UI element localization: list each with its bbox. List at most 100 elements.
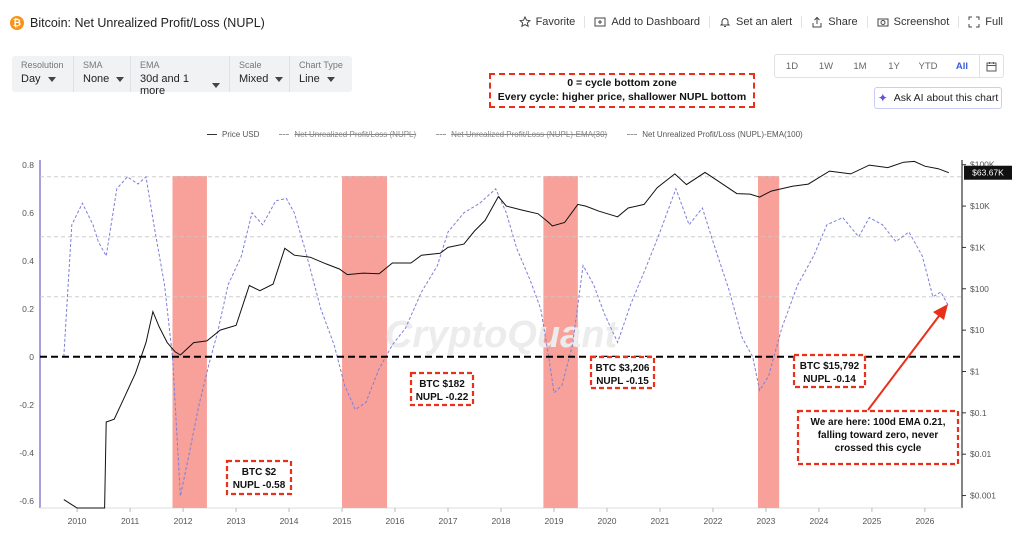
right-tick-label: $0.1 [970, 408, 987, 418]
right-tick-label: $1K [970, 242, 985, 252]
x-tick-label: 2024 [809, 516, 828, 526]
right-tick-label: $100 [970, 284, 989, 294]
chart-legend: Price USD Net Unrealized Profit/Loss (NU… [207, 130, 803, 139]
chevron-down-icon [47, 76, 56, 82]
x-tick-label: 2011 [121, 516, 140, 526]
left-tick-label: -0.4 [19, 448, 34, 458]
set-alert-button[interactable]: Set an alert [708, 16, 801, 28]
left-tick-label: 0.6 [22, 208, 34, 218]
legend-label-price: Price USD [222, 130, 260, 139]
annotation-we-are-here [796, 409, 960, 466]
annotation-2022 [792, 353, 867, 389]
right-tick-label: $1 [970, 366, 980, 376]
left-tick-label: -0.2 [19, 400, 34, 410]
fullscreen-button[interactable]: Full [958, 16, 1012, 28]
chart-type-select[interactable]: Chart Type Line [290, 56, 352, 92]
top-note-line-1: 0 = cycle bottom zone [567, 77, 677, 89]
x-tick-label: 2026 [915, 516, 934, 526]
x-tick-label: 2020 [598, 516, 617, 526]
annotation-2015-line: NUPL -0.22 [416, 392, 469, 403]
annotation-we-are-here-line: falling toward zero, never [818, 430, 939, 441]
sma-select[interactable]: SMA None [74, 56, 131, 92]
action-bar: Favorite Add to Dashboard Set an alert S… [510, 16, 1012, 28]
bell-icon [719, 18, 731, 27]
title-wrap: ₿ Bitcoin: Net Unrealized Profit/Loss (N… [10, 16, 265, 30]
legend-item-price[interactable]: Price USD [207, 130, 259, 139]
annotation-2019-line: NUPL -0.15 [596, 376, 649, 387]
x-tick-label: 2021 [651, 516, 670, 526]
cycle-bottom-zone [543, 176, 578, 508]
x-tick-label: 2014 [280, 516, 299, 526]
watermark: CryptoQuant [385, 314, 619, 356]
fullscreen-label: Full [985, 16, 1003, 28]
chart-type-label: Chart Type [299, 60, 343, 70]
page-title: Bitcoin: Net Unrealized Profit/Loss (NUP… [30, 16, 265, 30]
camera-icon [877, 18, 889, 27]
scale-value: Mixed [239, 73, 269, 85]
annotation-2015-line: BTC $182 [419, 379, 465, 390]
range-1y[interactable]: 1Y [888, 60, 900, 72]
scale-label: Scale [239, 60, 262, 70]
ask-ai-label: Ask AI about this chart [893, 92, 999, 104]
right-tick-label: $10K [970, 201, 990, 211]
annotation-2011-line: BTC $2 [242, 467, 277, 478]
legend-swatch [207, 134, 217, 135]
favorite-label: Favorite [535, 16, 576, 28]
resolution-value: Day [21, 73, 41, 85]
bitcoin-icon: ₿ [10, 16, 24, 30]
range-ytd[interactable]: YTD [918, 60, 938, 72]
legend-item-ema30[interactable]: Net Unrealized Profit/Loss (NUPL)-EMA(30… [436, 130, 607, 139]
legend-label-nupl: Net Unrealized Profit/Loss (NUPL) [294, 130, 417, 139]
arrow-head [933, 304, 948, 320]
sma-label: SMA [83, 60, 103, 70]
favorite-button[interactable]: Favorite [510, 16, 585, 28]
range-selector: 1D 1W 1M 1Y YTD All [774, 54, 1004, 78]
annotation-2022-line: NUPL -0.14 [803, 374, 856, 385]
range-all[interactable]: All [955, 60, 969, 72]
screenshot-button[interactable]: Screenshot [866, 16, 959, 28]
left-tick-label: 0.2 [22, 304, 34, 314]
share-button[interactable]: Share [801, 16, 866, 28]
right-tick-label: $0.001 [970, 491, 996, 501]
left-tick-label: 0.8 [22, 160, 34, 170]
ema-label: EMA [140, 60, 160, 70]
range-1d[interactable]: 1D [785, 60, 799, 72]
resolution-select[interactable]: Resolution Day [12, 56, 74, 92]
cycle-bottom-zone [757, 176, 780, 508]
right-tick-label: $0.01 [970, 449, 992, 459]
x-tick-label: 2025 [862, 516, 881, 526]
fullscreen-icon [968, 16, 980, 28]
x-tick-label: 2023 [756, 516, 775, 526]
range-1w[interactable]: 1W [818, 60, 834, 72]
chart-type-value: Line [299, 73, 320, 85]
chevron-down-icon [116, 76, 125, 82]
left-tick-label: -0.6 [19, 496, 34, 506]
legend-label-ema100: Net Unrealized Profit/Loss (NUPL)-EMA(10… [642, 130, 803, 139]
legend-item-ema100[interactable]: Net Unrealized Profit/Loss (NUPL)-EMA(10… [627, 130, 803, 139]
left-tick-label: 0.4 [22, 256, 34, 266]
calendar-icon[interactable] [979, 55, 1003, 77]
x-tick-label: 2015 [333, 516, 352, 526]
add-to-dashboard-button[interactable]: Add to Dashboard [584, 16, 709, 28]
legend-swatch [627, 134, 638, 135]
annotation-we-are-here-line: We are here: 100d EMA 0.21, [810, 417, 945, 428]
range-1m[interactable]: 1M [853, 60, 867, 72]
top-bar: ₿ Bitcoin: Net Unrealized Profit/Loss (N… [0, 0, 1024, 46]
ask-ai-button[interactable]: ✦ Ask AI about this chart [874, 87, 1002, 109]
annotation-2019 [589, 355, 656, 390]
legend-swatch [279, 134, 290, 135]
x-tick-label: 2013 [227, 516, 246, 526]
ema-select[interactable]: EMA 30d and 1 more [131, 56, 230, 97]
nupl-chart: CryptoQuant 0.8 0.6 0.4 0.2 0 -0.2 -0.4 -0.6 $100… [19, 160, 1012, 526]
price-tag-label: $63.67K [972, 168, 1004, 178]
chevron-down-icon [212, 82, 220, 88]
x-tick-label: 2010 [68, 516, 87, 526]
chevron-down-icon [326, 76, 335, 82]
scale-select[interactable]: Scale Mixed [230, 56, 290, 92]
arrow-line [867, 311, 943, 411]
add-to-dashboard-label: Add to Dashboard [611, 16, 700, 28]
chevron-down-icon [275, 76, 284, 82]
legend-item-nupl[interactable]: Net Unrealized Profit/Loss (NUPL) [279, 130, 416, 139]
ema-value: 30d and 1 more [140, 73, 189, 97]
cycle-bottom-zone [342, 176, 388, 508]
